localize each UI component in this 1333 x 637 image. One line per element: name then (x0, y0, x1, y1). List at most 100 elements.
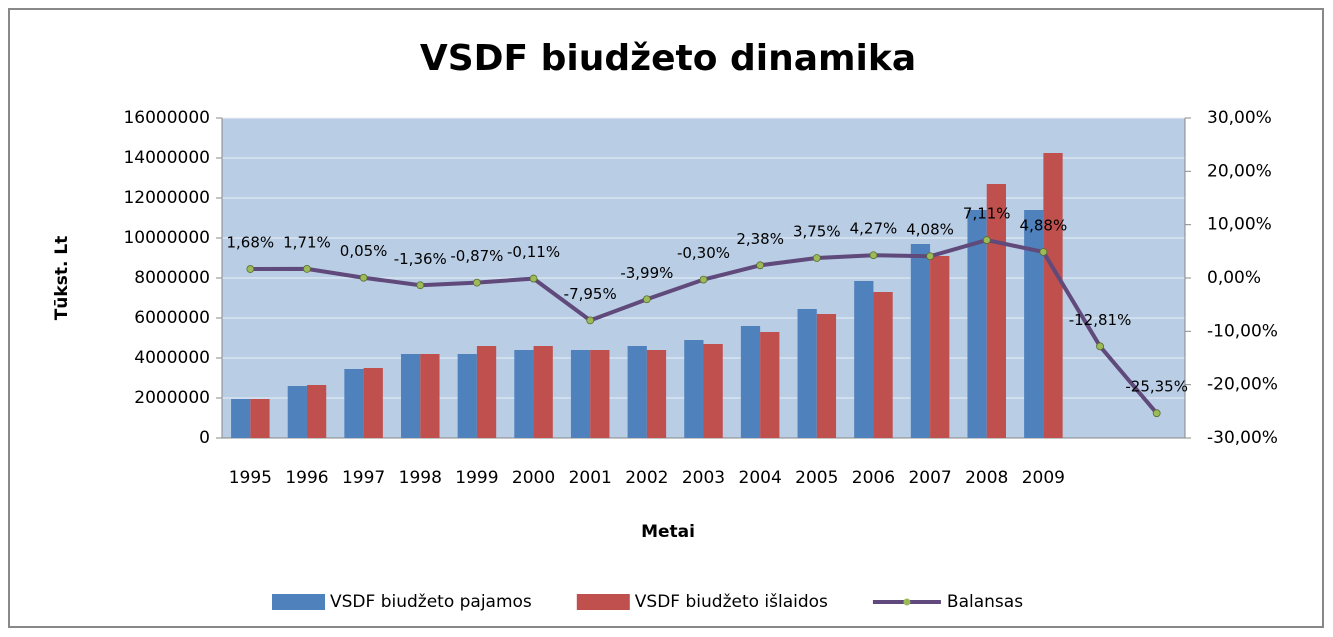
data-label: 1,71% (283, 233, 331, 251)
data-label: -25,35% (1125, 378, 1188, 396)
line-marker (642, 295, 651, 304)
x-tick-label: 1999 (455, 468, 498, 488)
data-label: -0,11% (507, 243, 560, 261)
x-tick-label: 2001 (569, 468, 612, 488)
y-tick-label: 0 (199, 428, 210, 448)
y-tick-label: 10000000 (123, 228, 210, 248)
y2-tick-label: 30,00% (1207, 108, 1272, 128)
y2-tick-label: -20,00% (1207, 375, 1278, 395)
bar (590, 350, 610, 438)
x-tick-label: 2009 (1022, 468, 1065, 488)
y-tick-label: 14000000 (123, 148, 210, 168)
bar (476, 346, 497, 438)
line-marker (1096, 342, 1104, 351)
bar (363, 368, 383, 438)
y-tick-label: 12000000 (123, 188, 210, 208)
x-axis-label: Metai (641, 522, 695, 542)
bar (514, 350, 534, 438)
bar (910, 244, 931, 438)
bar (570, 350, 591, 438)
data-label: -0,87% (450, 247, 503, 265)
y2-tick-label: -30,00% (1207, 428, 1278, 448)
data-label: 3,75% (793, 223, 841, 241)
bar (231, 399, 251, 438)
line-marker (1039, 248, 1048, 256)
line-marker (529, 274, 538, 283)
bar (646, 350, 667, 438)
bar (533, 346, 553, 438)
bar (401, 354, 421, 438)
bar (986, 184, 1006, 438)
data-label: -12,81% (1069, 311, 1132, 329)
bar (930, 256, 950, 438)
y2-tick-label: 0,00% (1207, 268, 1261, 288)
bar (344, 369, 364, 438)
y2-tick-label: 20,00% (1207, 161, 1272, 181)
data-label: 0,05% (340, 242, 388, 260)
bar (457, 354, 477, 438)
line-marker (586, 316, 595, 325)
x-tick-label: 2008 (965, 468, 1008, 488)
y2-tick-label: -10,00% (1207, 321, 1278, 341)
bar (1043, 153, 1063, 438)
bar (740, 326, 761, 438)
line-marker (756, 261, 765, 270)
bar (627, 346, 647, 438)
data-label: 4,27% (850, 220, 898, 238)
x-tick-label: 1997 (342, 468, 385, 488)
data-label: 4,88% (1020, 216, 1068, 234)
x-tick-label: 1998 (399, 468, 442, 488)
x-tick-label: 2005 (795, 468, 838, 488)
data-label: 1,68% (226, 234, 274, 252)
legend-marker (903, 598, 911, 606)
line-marker (869, 251, 878, 260)
line-marker (303, 264, 311, 273)
x-tick-label: 2007 (908, 468, 951, 488)
y-tick-label: 6000000 (134, 308, 210, 328)
data-label: 2,38% (736, 230, 784, 248)
y-tick-label: 4000000 (134, 348, 210, 368)
bar (854, 281, 874, 438)
line-marker (246, 265, 255, 273)
x-tick-label: 1995 (229, 468, 272, 488)
y-tick-label: 8000000 (134, 268, 210, 288)
y-tick-label: 16000000 (123, 108, 210, 128)
x-tick-label: 2003 (682, 468, 725, 488)
legend-label: VSDF biudžeto pajamos (330, 592, 532, 612)
legend-swatch (576, 594, 630, 610)
line-marker (982, 236, 991, 244)
data-label: -3,99% (620, 264, 673, 282)
data-label: -7,95% (564, 285, 617, 303)
x-tick-label: 2006 (852, 468, 895, 488)
line-marker (359, 273, 368, 282)
data-label: -1,36% (394, 250, 447, 268)
x-tick-label: 2004 (739, 468, 782, 488)
bar (760, 332, 780, 438)
legend-label: Balansas (947, 592, 1023, 612)
data-label: 4,08% (906, 221, 954, 239)
y-tick-label: 2000000 (134, 388, 210, 408)
y-axis-label: Tūkst. Lt (52, 236, 72, 321)
chart-title: VSDF biudžeto dinamika (420, 38, 916, 79)
data-label: -0,30% (677, 244, 730, 262)
bar (816, 314, 837, 438)
legend-label: VSDF biudžeto išlaidos (635, 592, 828, 612)
data-label: 7,11% (963, 205, 1011, 223)
bar (684, 340, 704, 438)
bar (797, 309, 817, 438)
x-tick-label: 1996 (285, 468, 328, 488)
x-tick-label: 2000 (512, 468, 555, 488)
bar (306, 385, 327, 438)
bar (287, 386, 307, 438)
bar (873, 292, 893, 438)
y2-tick-label: 10,00% (1207, 215, 1272, 235)
x-tick-label: 2002 (625, 468, 668, 488)
line-marker (926, 252, 934, 261)
line-marker (473, 278, 481, 287)
bar (1024, 210, 1044, 438)
line-marker (1152, 409, 1161, 418)
bar (420, 354, 440, 438)
line-marker (812, 254, 821, 262)
legend-swatch (272, 594, 325, 610)
